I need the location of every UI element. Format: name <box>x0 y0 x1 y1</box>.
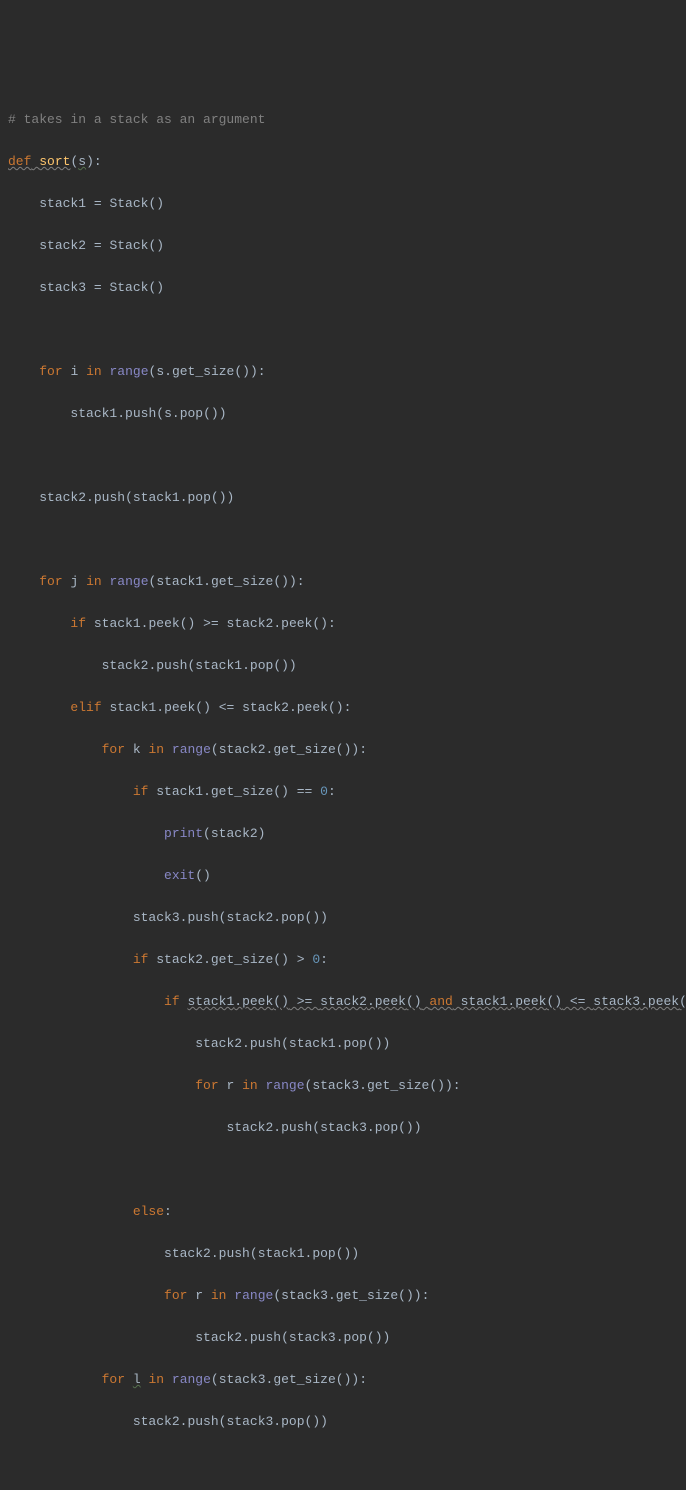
comment: # takes in a stack as an argument <box>8 112 265 127</box>
code-line: for k in range(stack2.get_size()): <box>8 739 686 760</box>
code-line: for r in range(stack3.get_size()): <box>8 1075 686 1096</box>
code-line: for j in range(stack1.get_size()): <box>8 571 686 592</box>
code-editor[interactable]: # takes in a stack as an argument def so… <box>0 84 686 1490</box>
code-line: stack2.push(stack3.pop()) <box>8 1117 686 1138</box>
code-line <box>8 319 686 340</box>
code-line: stack3 = Stack() <box>8 277 686 298</box>
code-line: for r in range(stack3.get_size()): <box>8 1285 686 1306</box>
code-line: stack2.push(stack3.pop()) <box>8 1411 686 1432</box>
code-line: if stack1.peek() >= stack2.peek(): <box>8 613 686 634</box>
code-line <box>8 1453 686 1474</box>
code-line: else: <box>8 1201 686 1222</box>
code-line: for i in range(s.get_size()): <box>8 361 686 382</box>
code-line: stack1 = Stack() <box>8 193 686 214</box>
code-line: elif stack1.peek() <= stack2.peek(): <box>8 697 686 718</box>
code-line: stack2.push(stack1.pop()) <box>8 1243 686 1264</box>
code-line: if stack1.peek() >= stack2.peek() and st… <box>8 991 686 1012</box>
code-line: stack2 = Stack() <box>8 235 686 256</box>
code-line <box>8 529 686 550</box>
code-line: stack1.push(s.pop()) <box>8 403 686 424</box>
code-line: for l in range(stack3.get_size()): <box>8 1369 686 1390</box>
code-line <box>8 1159 686 1180</box>
code-line: if stack2.get_size() > 0: <box>8 949 686 970</box>
code-line: exit() <box>8 865 686 886</box>
code-line: print(stack2) <box>8 823 686 844</box>
code-line: def sort(s): <box>8 151 686 172</box>
code-line: stack2.push(stack1.pop()) <box>8 1033 686 1054</box>
code-line <box>8 445 686 466</box>
code-line: stack2.push(stack1.pop()) <box>8 487 686 508</box>
code-line: stack2.push(stack3.pop()) <box>8 1327 686 1348</box>
code-line: stack2.push(stack1.pop()) <box>8 655 686 676</box>
code-line: # takes in a stack as an argument <box>8 109 686 130</box>
code-line: if stack1.get_size() == 0: <box>8 781 686 802</box>
code-line: stack3.push(stack2.pop()) <box>8 907 686 928</box>
